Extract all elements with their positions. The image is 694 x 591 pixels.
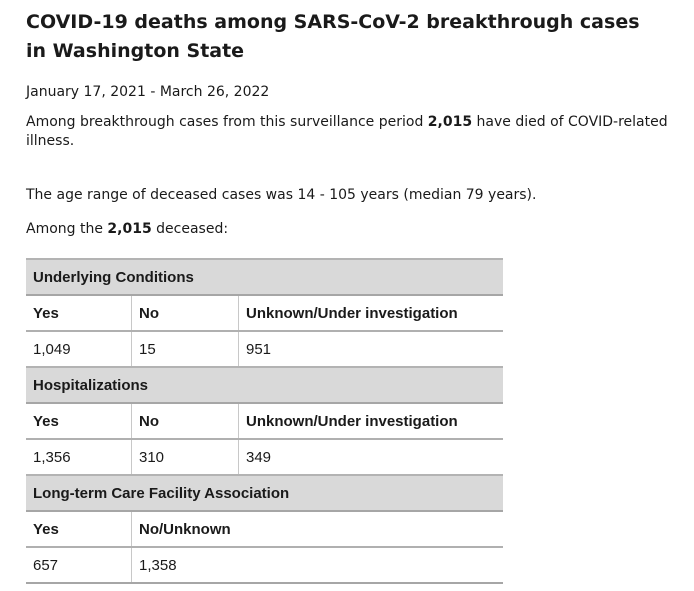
deaths-table: Underlying Conditions Yes No Unknown/Und… [26, 258, 503, 584]
date-range: January 17, 2021 - March 26, 2022 [26, 84, 270, 100]
table-cell: 657 [26, 547, 132, 584]
among-count: 2,015 [107, 221, 152, 237]
column-header: No [131, 295, 239, 332]
table-row: 657 1,358 [26, 547, 503, 584]
table-row: 1,049 15 951 [26, 331, 503, 368]
section-title: Long-term Care Facility Association [26, 474, 503, 512]
column-header: Unknown/Under investigation [238, 403, 503, 440]
column-header-row: Yes No Unknown/Under investigation [26, 295, 503, 332]
summary-paragraph: Among breakthrough cases from this surve… [26, 113, 676, 151]
section-header-hospitalizations: Hospitalizations [26, 366, 503, 404]
age-range-text: The age range of deceased cases was 14 -… [26, 187, 537, 203]
column-header: No/Unknown [131, 511, 503, 548]
page: COVID-19 deaths among SARS-CoV-2 breakth… [0, 0, 694, 238]
table-cell: 1,358 [131, 547, 503, 584]
summary-suffix: have died of COVID-related illness. [26, 114, 668, 149]
among-suffix: deceased: [151, 221, 229, 237]
table-cell: 951 [238, 331, 503, 368]
section-header-underlying-conditions: Underlying Conditions [26, 258, 503, 296]
column-header: Yes [26, 295, 132, 332]
table-cell: 15 [131, 331, 239, 368]
table-cell: 310 [131, 439, 239, 476]
table-row: 1,356 310 349 [26, 439, 503, 476]
page-title: COVID-19 deaths among SARS-CoV-2 breakth… [26, 11, 640, 62]
summary-prefix: Among breakthrough cases from this surve… [26, 114, 428, 130]
section-title: Hospitalizations [26, 366, 503, 404]
among-deceased-text: Among the 2,015 deceased: [26, 220, 694, 238]
column-header: No [131, 403, 239, 440]
column-header-row: Yes No Unknown/Under investigation [26, 403, 503, 440]
table-cell: 1,049 [26, 331, 132, 368]
column-header: Yes [26, 511, 132, 548]
section-title: Underlying Conditions [26, 258, 503, 296]
column-header: Unknown/Under investigation [238, 295, 503, 332]
among-prefix: Among the [26, 221, 108, 237]
column-header: Yes [26, 403, 132, 440]
table-cell: 1,356 [26, 439, 132, 476]
section-header-long-term-care: Long-term Care Facility Association [26, 474, 503, 512]
summary-count: 2,015 [427, 114, 473, 130]
column-header-row: Yes No/Unknown [26, 511, 503, 548]
table-cell: 349 [238, 439, 503, 476]
